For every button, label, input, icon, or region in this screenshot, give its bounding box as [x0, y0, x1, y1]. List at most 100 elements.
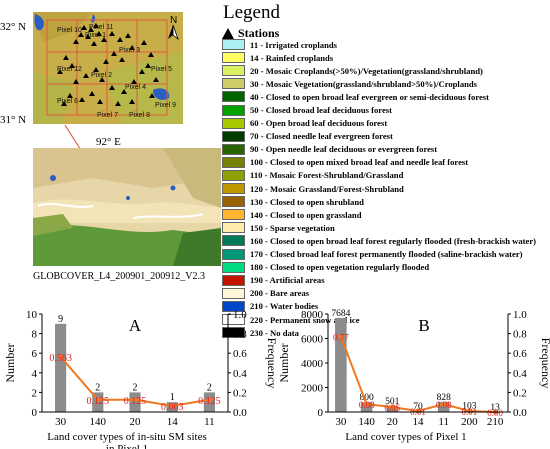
y2-tick-label: 0.4: [233, 368, 247, 380]
y-tick-label: 0: [318, 407, 324, 419]
chart-panel-label: A: [129, 316, 142, 335]
x-tick-label: 210: [487, 416, 504, 428]
frequency-label: 0.08: [359, 400, 375, 410]
pixel-label: Pixel 1: [85, 32, 107, 39]
bar: [437, 401, 450, 412]
y2-axis-title: Frequency: [539, 338, 550, 389]
y-tick-label: 6000: [301, 334, 324, 346]
legend-swatch: [222, 156, 245, 168]
y-tick-label: 0: [32, 407, 38, 419]
legend-item-label: 130 - Closed to open shrubland: [250, 196, 364, 207]
legend-swatch: [222, 104, 245, 116]
legend-item: 230 - No data: [222, 326, 536, 339]
y2-tick-label: 0.4: [513, 368, 527, 380]
y-tick-label: 10: [26, 309, 38, 321]
station-markers: [57, 23, 159, 106]
frequency-label: 0.563: [49, 353, 72, 364]
bar: [335, 317, 347, 412]
y2-axis-title: Frequency: [265, 338, 278, 389]
x-tick-label: 30: [335, 416, 347, 428]
legend-swatch: [222, 209, 245, 221]
legend-swatch: [222, 196, 245, 208]
legend-stations: Stations: [222, 26, 279, 41]
y2-tick-label: 0.6: [513, 348, 527, 360]
pixel-grid: [46, 19, 168, 116]
legend-swatch: [222, 222, 245, 234]
legend-item: 60 - Open broad leaf deciduous forest: [222, 117, 536, 130]
x-tick-label: 11: [204, 416, 215, 428]
frequency-label: 0.125: [87, 396, 110, 407]
legend-item: 200 - Bare areas: [222, 287, 536, 300]
legend-item-label: 20 - Mosaic Croplands(>50%)/Vegetation(g…: [250, 65, 483, 76]
y-tick-label: 4: [32, 368, 38, 380]
legend-item: 90 - Open needle leaf deciduous or everg…: [222, 143, 536, 156]
legend-swatch: [222, 248, 245, 260]
bar-value-label: 2: [133, 382, 138, 393]
legend-item-label: 150 - Sparse vegetation: [250, 222, 335, 233]
x-tick-label: 14: [413, 416, 425, 428]
frequency-label: 0.05: [384, 403, 400, 413]
legend-swatch: [222, 235, 245, 247]
legend-item-label: 110 - Mosaic Forest-Shrubland/Grassland: [250, 170, 404, 181]
pixel-label: Pixel 6: [57, 98, 79, 105]
y-tick-label: 4000: [301, 358, 324, 370]
legend-item-label: 190 - Artificial areas: [250, 275, 325, 286]
regional-map: [33, 148, 221, 266]
frequency-label: 0.125: [124, 396, 147, 407]
legend-item-label: 140 - Closed to open grassland: [250, 209, 362, 220]
legend-swatch: [222, 52, 245, 64]
legend-swatch: [222, 91, 245, 103]
bar-value-label: 800: [359, 393, 374, 403]
bar-value-label: 2: [95, 382, 100, 393]
pixel-label: Pixel 2: [91, 72, 113, 79]
pixel-label: Pixel 12: [57, 66, 82, 73]
x-tick-label: 14: [167, 416, 179, 428]
legend-item: 120 - Mosaic Grassland/Forest-Shrubland: [222, 182, 536, 195]
legend-list: 11 - Irrigated croplands 14 - Rainfed cro…: [222, 38, 536, 339]
pixel-label: Pixel 4: [125, 84, 147, 91]
y2-tick-label: 1.0: [513, 309, 527, 321]
bar-value-label: 1: [170, 392, 175, 403]
map-caption: GLOBCOVER_L4_200901_200912_V2.3: [33, 271, 205, 282]
legend-swatch: [222, 65, 245, 77]
legend-item: 210 - Water bodies: [222, 300, 536, 313]
bar-value-label: 103: [462, 402, 477, 412]
regional-map-graphic: [33, 148, 221, 266]
x-tick-label: 20: [130, 416, 142, 428]
legend-swatch: [222, 261, 245, 273]
frequency-label: 0.77: [333, 333, 349, 343]
x-axis-title: Land cover types of Pixel 1: [345, 431, 466, 443]
legend-item: 130 - Closed to open shrubland: [222, 195, 536, 208]
legend-item-label: 14 - Rainfed croplands: [250, 52, 334, 63]
legend-item: 190 - Artificial areas: [222, 274, 536, 287]
legend-swatch: [222, 287, 245, 299]
legend-item: 14 - Rainfed croplands: [222, 51, 536, 64]
bar-value-label: 2: [207, 382, 212, 393]
legend-item: 160 - Closed to open broad leaf forest r…: [222, 234, 536, 247]
x-tick-label: 200: [461, 416, 478, 428]
legend-swatch: [222, 117, 245, 129]
chart-panel-label: B: [418, 316, 429, 335]
study-area-zoom-map: Pixel 10 Pixel 1 Pixel 11 Pixel 3 Pixel …: [33, 12, 183, 124]
chart-a: A 9 2 2 1 2 0.563 0.125 0.125 0.063 0.125 0 2 4 6 8 10 0.…: [0, 300, 278, 449]
north-arrow-icon: N: [168, 15, 179, 40]
frequency-point: [95, 397, 101, 403]
legend-swatch: [222, 327, 245, 339]
y-axis-title: Number: [278, 343, 291, 382]
x-tick-label: 20: [387, 416, 399, 428]
legend: Legend Stations 11 - Irrigated croplands…: [200, 0, 550, 339]
frequency-point: [441, 401, 447, 407]
legend-item: 220 - Permanent snow and ice: [222, 313, 536, 326]
y-tick-label: 2000: [301, 383, 324, 395]
chart-b: B 7684 800 501 70 828 103 13 0.77 0.08 0.05 0.01 0.0…: [278, 300, 550, 449]
bar: [360, 402, 373, 412]
legend-swatch: [222, 274, 245, 286]
y2-tick-label: 0.0: [513, 407, 527, 419]
chart-a-svg: A 9 2 2 1 2 0.563 0.125 0.125 0.063 0.125 0 2 4 6 8 10 0.…: [3, 309, 278, 449]
legend-item-label: 210 - Water bodies: [250, 301, 319, 312]
frequency-point: [364, 401, 370, 407]
y2-tick-label: 0.8: [233, 329, 247, 341]
y2-tick-label: 0.0: [233, 407, 247, 419]
legend-item-label: 160 - Closed to open broad leaf forest r…: [250, 235, 537, 246]
legend-item: 70 - Closed needle leaf evergreen forest: [222, 130, 536, 143]
